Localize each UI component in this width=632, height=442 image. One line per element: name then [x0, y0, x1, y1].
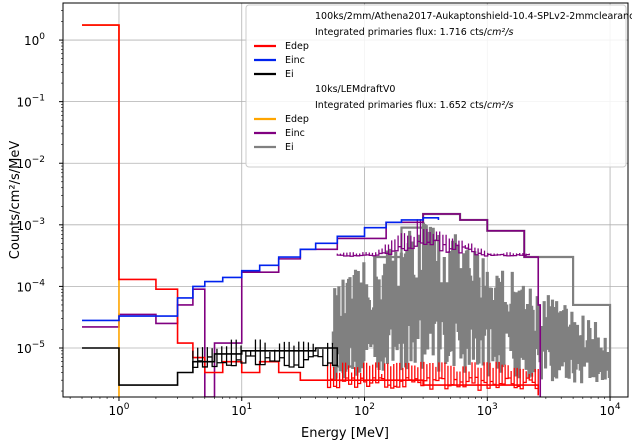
x-axis-label: Energy [MeV]	[301, 426, 389, 441]
legend-entry-label: Ei	[285, 142, 294, 153]
series-histogram-noise	[336, 219, 530, 257]
legend-entry-label: Einc	[285, 55, 305, 66]
y-tick-label: 100	[24, 32, 45, 48]
plot-area	[82, 24, 612, 397]
legend-flux-unit: cm²/s	[487, 27, 513, 38]
series-ei-0	[82, 339, 339, 386]
series-ei-1	[331, 212, 612, 397]
y-tick-label: 10−1	[16, 94, 45, 110]
legend-flux-unit: cm²/s	[487, 100, 513, 111]
legend-entry-label: Einc	[285, 128, 305, 139]
legend-box	[245, 4, 627, 168]
series-einc-0	[82, 217, 440, 322]
series-step-line	[82, 217, 440, 322]
legend-group-title: 10ks/LEMdraftV0	[315, 84, 395, 95]
legend-flux-prefix: Integrated primaries flux: 1.652 cts/	[315, 100, 488, 111]
y-tick-label: 10−4	[16, 278, 45, 294]
legend-entry-label: Edep	[285, 41, 309, 52]
legend-entry-label: Edep	[285, 114, 309, 125]
y-tick-label: 10−5	[16, 340, 45, 356]
series-histogram-noise	[192, 339, 338, 369]
series-step-line	[82, 24, 540, 396]
series-histogram-noise	[326, 361, 539, 391]
y-axis-label: Counts/cm²/s/MeV	[8, 141, 23, 260]
legend-flux-text: Integrated primaries flux: 1.716 cts/cm²…	[315, 27, 513, 38]
series-histogram-noise	[331, 222, 611, 384]
x-tick-label: 104	[600, 402, 621, 418]
legend-group-title: 100ks/2mm/Athena2017-Aukaptonshield-10.4…	[315, 11, 632, 22]
x-tick-label: 102	[354, 402, 375, 418]
legend-flux-prefix: Integrated primaries flux: 1.716 cts/	[315, 27, 488, 38]
series-step-line	[82, 347, 339, 386]
series-edep-1	[82, 24, 120, 397]
legend-entry-label: Ei	[285, 69, 294, 80]
x-axis-ticks: 100 101 102 103 104	[69, 397, 621, 418]
x-tick-label: 100	[108, 402, 129, 418]
series-step-line	[82, 24, 120, 397]
x-tick-label: 103	[477, 402, 498, 418]
series-edep-0	[82, 24, 540, 396]
legend: 100ks/2mm/Athena2017-Aukaptonshield-10.4…	[245, 4, 632, 168]
x-tick-label: 101	[231, 402, 252, 418]
legend-flux-text: Integrated primaries flux: 1.652 cts/cm²…	[315, 100, 513, 111]
